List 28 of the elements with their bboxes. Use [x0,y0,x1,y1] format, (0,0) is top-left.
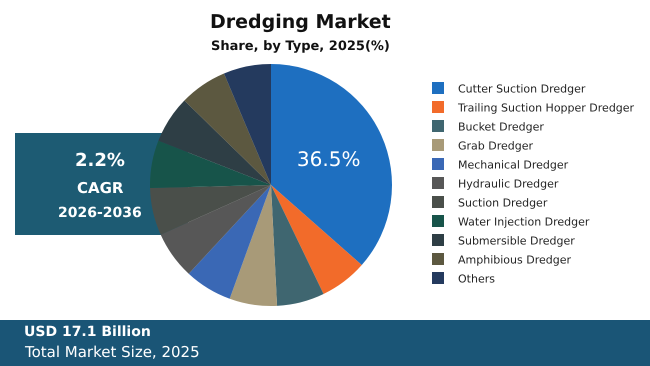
pie-slice [224,64,271,185]
pie-slice [150,140,271,188]
pie-slice [271,185,362,294]
legend-label: Submersible Dredger [458,234,576,248]
legend-label: Bucket Dredger [458,120,544,134]
pie-slice [230,185,278,306]
legend-label: Hydraulic Dredger [458,177,559,190]
pie-slice [188,185,271,299]
pie-slice [184,74,271,185]
text: USD 17.1 Billion [24,324,151,340]
pie-slice [271,64,392,266]
legend-label: Others [458,272,496,286]
pie-slice [158,100,271,185]
legend-label: Amphibious Dredger [458,253,572,266]
text: 2026-2036 [58,205,142,221]
legend-label: Trailing Suction Hopper Dredger [457,101,635,114]
data-label: 36.5% [296,146,360,171]
chart-subtitle: Share, by Type, 2025(%) [211,39,390,54]
legend-label: Cutter Suction Dredger [458,82,586,96]
legend-label: Water Injection Dredger [458,215,590,228]
legend-label: Mechanical Dredger [458,158,569,172]
text: CAGR [77,179,124,197]
legend-label: Grab Dredger [458,139,534,152]
chart-title: Dredging Market [210,11,391,33]
pie-slice [271,185,324,306]
text: 2.2% [75,150,125,171]
legend-label: Suction Dredger [458,196,548,210]
text: Total Market Size, 2025 [24,343,200,361]
